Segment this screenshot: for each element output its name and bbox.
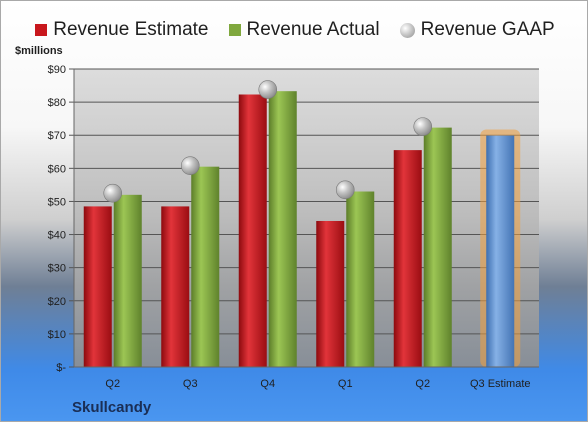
legend-swatch-gaap [399,22,415,38]
y-tick-label: $40 [48,230,66,242]
y-tick-label: $20 [48,296,66,308]
bar-revenue-estimate [238,94,267,368]
gridlines [74,68,539,368]
bar-revenue-estimate [316,220,345,367]
legend-swatch-estimate [35,24,48,36]
y-axis: $- $10 $20 $30 $40 $50 $60 $70 $80 $90 [48,64,75,374]
y-tick-label: $30 [48,263,66,275]
y-tick-label: $70 [48,130,66,142]
legend-item-revenue-estimate: Revenue Estimate [35,19,209,41]
x-tick-label: Q2 [415,378,430,390]
y-tick-label: $- [56,362,66,374]
company-name: Skullcandy [72,399,152,416]
bar-revenue-actual [191,166,220,367]
legend-swatch-actual [228,24,241,36]
marker-revenue-gaap [335,180,355,200]
y-tick-label: $60 [48,163,66,175]
bar-revenue-actual [423,127,452,368]
y-tick-label: $50 [48,196,66,208]
marker-revenue-gaap [258,80,278,99]
marker-revenue-gaap [103,183,123,203]
x-axis: Q2 Q3 Q4 Q1 Q2 Q3 Estimate [74,366,539,390]
legend-label-actual: Revenue Actual [246,19,380,40]
plot-area [74,69,539,367]
x-tick-label: Q3 [183,378,198,390]
marker-revenue-gaap [413,117,433,136]
bar-revenue-actual [346,191,375,367]
bar-revenue-actual [268,91,297,367]
bar-q3-estimate [486,135,515,367]
bar-revenue-estimate [161,206,190,367]
legend-label-estimate: Revenue Estimate [53,19,209,40]
legend: Revenue Estimate Revenue Actual Revenue … [1,17,587,43]
legend-item-revenue-actual: Revenue Actual [228,19,380,41]
bar-revenue-actual [113,194,142,367]
x-tick-label: Q3 Estimate [470,378,531,390]
legend-item-revenue-gaap: Revenue GAAP [399,19,555,41]
legend-label-gaap: Revenue GAAP [420,19,555,40]
y-tick-label: $80 [48,97,66,109]
bar-revenue-estimate [393,150,422,367]
y-axis-unit-label: $millions [15,45,63,57]
marker-revenue-gaap [180,156,200,175]
x-tick-label: Q1 [338,378,353,390]
x-tick-label: Q2 [105,378,120,390]
bar-revenue-estimate [83,206,112,367]
y-tick-label: $10 [48,329,66,341]
x-tick-label: Q4 [260,378,275,390]
y-tick-label: $90 [48,64,66,76]
gaap-markers [103,80,433,203]
bars [83,91,521,368]
